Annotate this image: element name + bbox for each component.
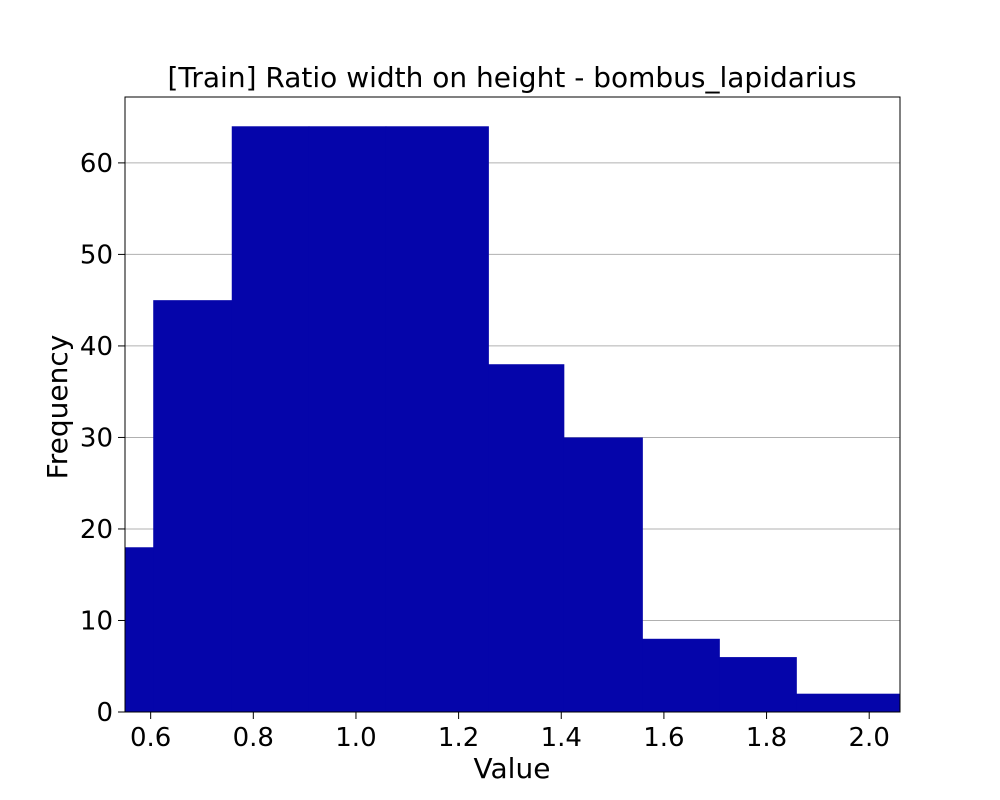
x-tick-label: 1.8 (746, 723, 787, 753)
chart-title: [Train] Ratio width on height - bombus_l… (167, 61, 856, 94)
histogram-bar (153, 300, 233, 712)
bars (125, 126, 901, 713)
histogram-bar (642, 638, 720, 712)
histogram-bar (488, 364, 565, 712)
x-tick-label: 1.2 (438, 723, 479, 753)
x-tick-label: 2.0 (849, 723, 890, 753)
y-tick-label: 10 (80, 606, 113, 636)
x-axis-ticks: 0.6 0.8 1.0 1.2 1.4 1.6 1.8 2.0 (130, 712, 890, 753)
histogram-bar (125, 547, 154, 712)
x-axis-label: Value (474, 752, 551, 785)
y-tick-label: 30 (80, 423, 113, 453)
x-tick-label: 1.6 (643, 723, 684, 753)
y-axis-label: Frequency (41, 335, 74, 480)
y-tick-label: 50 (80, 240, 113, 270)
x-tick-label: 0.6 (130, 723, 171, 753)
x-tick-label: 1.0 (335, 723, 376, 753)
histogram-bar (719, 657, 797, 712)
y-tick-label: 40 (80, 332, 113, 362)
histogram-bar (385, 126, 489, 713)
x-tick-label: 1.4 (541, 723, 582, 753)
histogram-bar (308, 126, 387, 713)
y-tick-label: 0 (96, 698, 113, 728)
histogram-bar (796, 693, 901, 712)
histogram-bar (563, 437, 643, 712)
y-axis-ticks: 0 10 20 30 40 50 60 (80, 149, 125, 728)
x-tick-label: 0.8 (233, 723, 274, 753)
histogram-bar (231, 126, 310, 713)
y-tick-label: 60 (80, 149, 113, 179)
plot-frame (124, 96, 901, 713)
y-tick-label: 20 (80, 515, 113, 545)
